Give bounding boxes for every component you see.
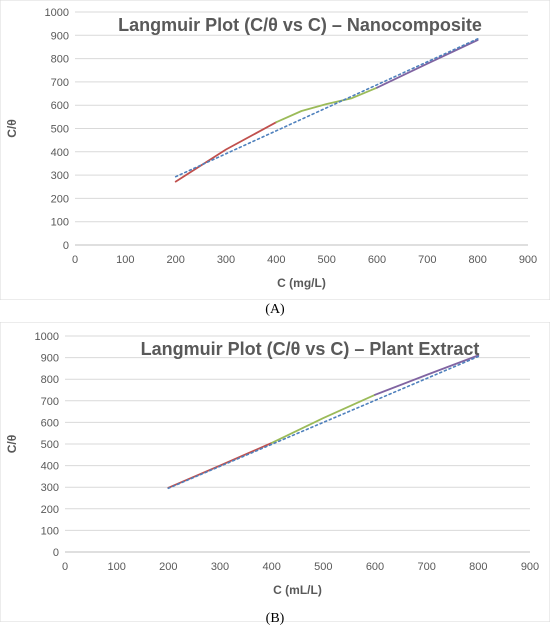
x-tick-label: 0 [72,254,78,266]
trendline [174,37,479,178]
y-tick-label: 600 [41,417,59,429]
y-tick-label: 900 [51,30,69,42]
trendline [167,355,480,490]
x-axis-title: C (mg/L) [277,276,326,290]
x-tick-label: 300 [211,561,229,573]
y-tick-label: 0 [53,547,59,559]
y-tick-label: 900 [41,353,59,365]
y-tick-label: 800 [41,374,59,386]
y-tick-label: 100 [41,525,59,537]
y-tick-label: 600 [51,100,69,112]
x-tick-label: 400 [262,561,280,573]
x-tick-label: 100 [107,561,125,573]
x-tick-label: 900 [521,561,539,573]
x-tick-label: 700 [418,254,436,266]
y-tick-label: 1000 [35,331,59,343]
chart-b-svg: 0 100 200 300 400 500 600 700 800 900 1000 0 100 200 3… [0,322,550,622]
chart-background [0,322,550,622]
series-line [275,86,378,124]
x-tick-label: 800 [469,561,487,573]
y-tick-label: 400 [41,461,59,473]
panel-b-caption: (B) [265,611,285,626]
series-line [376,39,479,89]
x-tick-label: 500 [317,254,335,266]
chart-panel-b: 0 100 200 300 400 500 600 700 800 900 1000 0 100 200 3… [0,322,550,622]
chart-panel-a: 0 100 200 300 400 500 600 700 800 900 1000 0 100 200 3… [0,0,550,300]
x-tick-label: 800 [468,254,486,266]
series-line [270,393,376,444]
chart-title: Langmuir Plot (C/θ vs C) – Plant Extract [141,339,480,359]
y-tick-label: 300 [41,482,59,494]
y-tick-label: 200 [41,504,59,516]
x-tick-label: 200 [166,254,184,266]
y-axis-title: C/θ [5,435,19,454]
y-tick-label: 200 [51,193,69,205]
y-tick-label: 500 [51,124,69,136]
y-tick-label: 400 [51,147,69,159]
chart-a-svg: 0 100 200 300 400 500 600 700 800 900 1000 0 100 200 3… [0,0,550,300]
x-tick-label: 100 [116,254,134,266]
x-tick-label: 700 [417,561,435,573]
series-line [374,354,480,396]
x-tick-label: 600 [366,561,384,573]
y-tick-label: 0 [63,240,69,252]
y-tick-label: 500 [41,439,59,451]
x-tick-label: 900 [519,254,537,266]
y-tick-label: 100 [51,217,69,229]
y-tick-label: 700 [51,77,69,89]
x-tick-label: 600 [368,254,386,266]
x-tick-label: 0 [62,561,68,573]
y-tick-label: 1000 [45,7,69,19]
y-axis-title: C/θ [5,119,19,138]
x-tick-label: 400 [267,254,285,266]
y-tick-label: 800 [51,54,69,66]
x-tick-label: 500 [314,561,332,573]
panel-a-caption: (A) [265,302,285,317]
x-axis-title: C (mL/L) [273,583,322,597]
x-tick-label: 200 [159,561,177,573]
y-tick-label: 300 [51,170,69,182]
series-line [174,121,278,183]
y-tick-label: 700 [41,396,59,408]
chart-title: Langmuir Plot (C/θ vs C) – Nanocomposite [118,15,482,35]
x-tick-label: 300 [217,254,235,266]
